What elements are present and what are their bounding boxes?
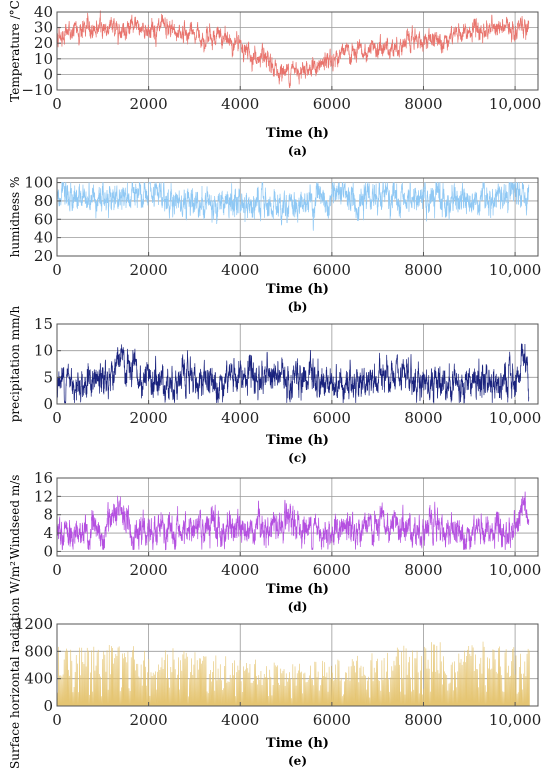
- x-tick-label: 10,000: [489, 95, 542, 113]
- x-tick-label: 4000: [221, 95, 259, 113]
- plot-frame: [56, 623, 539, 707]
- y-tick-label: 30: [34, 19, 53, 37]
- x-tick-label: 0: [52, 95, 62, 113]
- x-tick-label: 6000: [313, 561, 351, 579]
- x-tick-label: 4000: [221, 409, 259, 427]
- y-tick-label: 60: [34, 210, 53, 228]
- x-axis-label: Time (h): [266, 282, 329, 297]
- y-axis-label: humidness %: [8, 177, 22, 258]
- x-tick-label: 10,000: [489, 711, 542, 729]
- y-axis-label: Windseed m/s: [8, 475, 22, 560]
- y-axis-label: Temperature /°C: [8, 0, 22, 102]
- y-tick-label: 20: [34, 34, 53, 52]
- y-tick-label: 20: [34, 247, 53, 265]
- panel-label: (e): [288, 754, 307, 768]
- plot-frame: [56, 11, 539, 91]
- y-tick-label: −10: [21, 81, 53, 99]
- series-line: [56, 343, 530, 404]
- y-tick-label: 40: [34, 229, 53, 247]
- x-tick-label: 8000: [404, 261, 442, 279]
- x-axis-label: Time (h): [266, 433, 329, 448]
- x-tick-label: 0: [52, 711, 62, 729]
- y-tick-label: 0: [43, 395, 53, 413]
- x-tick-label: 0: [52, 261, 62, 279]
- x-tick-label: 10,000: [489, 409, 542, 427]
- x-tick-label: 8000: [404, 561, 442, 579]
- y-tick-label: 0: [43, 697, 53, 715]
- panel-e: 0 400 800 1200 0 2000 4000 6000 8000 10,000 Time (…: [8, 561, 541, 769]
- y-axis-label: precipitation mm/h: [8, 305, 22, 422]
- x-tick-label: 6000: [313, 409, 351, 427]
- panel-label: (a): [288, 144, 307, 158]
- x-tick-label: 4000: [221, 711, 259, 729]
- series-line: [56, 182, 530, 231]
- x-tick-label: 6000: [313, 261, 351, 279]
- panel-label: (c): [288, 451, 307, 465]
- x-tick-label: 2000: [130, 409, 168, 427]
- y-tick-label: 1200: [15, 615, 53, 633]
- plot-frame: [56, 477, 539, 557]
- y-tick-label: 40: [34, 3, 53, 21]
- y-tick-label: 15: [34, 315, 53, 333]
- y-tick-label: 16: [34, 469, 53, 487]
- x-tick-label: 2000: [130, 711, 168, 729]
- y-tick-label: 100: [24, 174, 53, 192]
- panel-label: (d): [288, 600, 308, 614]
- y-tick-label: 12: [34, 487, 53, 505]
- x-tick-label: 4000: [221, 261, 259, 279]
- series-line: [56, 491, 530, 551]
- series-line: [56, 10, 530, 89]
- plot-frame: [56, 177, 539, 257]
- panel-label: (b): [288, 300, 308, 314]
- plot-frame: [56, 323, 539, 405]
- x-tick-label: 0: [52, 409, 62, 427]
- x-tick-label: 10,000: [489, 561, 542, 579]
- y-tick-label: 400: [24, 670, 53, 688]
- y-tick-label: 5: [43, 368, 53, 386]
- x-tick-label: 0: [52, 561, 62, 579]
- x-tick-label: 8000: [404, 711, 442, 729]
- x-axis-label: Time (h): [266, 582, 329, 597]
- y-tick-label: 4: [43, 524, 53, 542]
- x-tick-label: 2000: [130, 561, 168, 579]
- y-tick-label: 0: [43, 65, 53, 83]
- x-tick-label: 8000: [404, 95, 442, 113]
- x-tick-label: 6000: [313, 95, 351, 113]
- x-axis-label: Time (h): [266, 126, 329, 141]
- panel-c: 0 5 10 15 0 2000 4000 6000 8000 10,000 Time (h) (c)…: [8, 305, 541, 465]
- x-tick-label: 8000: [404, 409, 442, 427]
- y-tick-label: 10: [34, 50, 53, 68]
- x-tick-label: 2000: [130, 95, 168, 113]
- y-tick-label: 10: [34, 342, 53, 360]
- y-tick-label: 80: [34, 192, 53, 210]
- series-area: [56, 641, 530, 707]
- y-tick-label: 8: [43, 506, 53, 524]
- y-tick-label: 800: [24, 642, 53, 660]
- x-axis-label: Time (h): [266, 736, 329, 751]
- y-tick-label: 0: [43, 542, 53, 560]
- y-axis-label: Surface horizontal radiation W/m²: [8, 561, 22, 769]
- x-tick-label: 6000: [313, 711, 351, 729]
- x-tick-label: 2000: [130, 261, 168, 279]
- x-tick-label: 4000: [221, 561, 259, 579]
- x-tick-label: 10,000: [489, 261, 542, 279]
